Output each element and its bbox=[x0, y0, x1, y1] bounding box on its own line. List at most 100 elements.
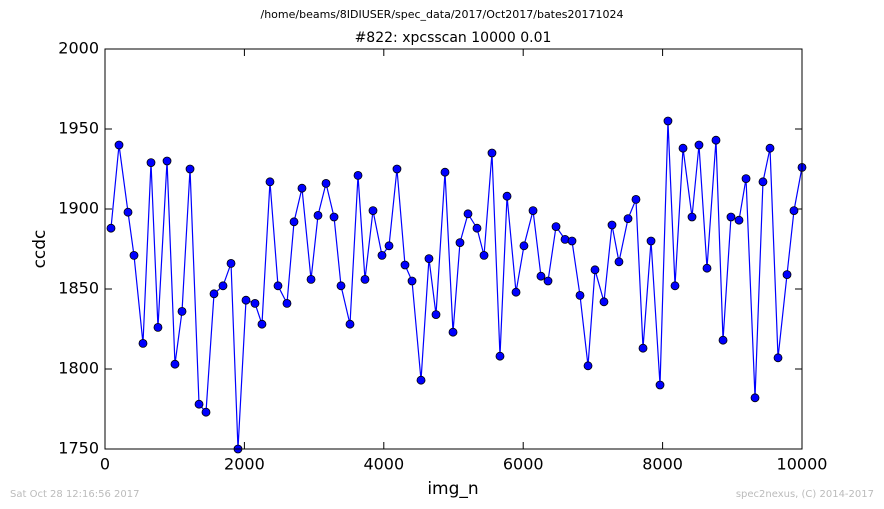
data-point bbox=[194, 399, 204, 409]
data-point bbox=[702, 263, 712, 273]
data-point bbox=[463, 209, 473, 219]
data-point bbox=[631, 194, 641, 204]
data-point bbox=[153, 322, 163, 332]
data-point bbox=[655, 380, 665, 390]
data-point bbox=[528, 206, 538, 216]
y-tick-label: 1750 bbox=[58, 439, 99, 458]
data-point bbox=[773, 353, 783, 363]
plot-frame bbox=[104, 48, 803, 450]
data-line bbox=[110, 120, 803, 450]
data-point bbox=[646, 236, 656, 246]
data-point bbox=[663, 116, 673, 126]
footer-left: Sat Oct 28 12:16:56 2017 bbox=[10, 489, 140, 500]
data-point bbox=[607, 220, 617, 230]
data-point bbox=[718, 335, 728, 345]
data-point bbox=[123, 207, 133, 217]
data-point bbox=[400, 260, 410, 270]
data-point bbox=[368, 206, 378, 216]
footer-right: spec2nexus, (C) 2014-2017 bbox=[736, 489, 874, 500]
data-point bbox=[257, 319, 267, 329]
data-point bbox=[536, 271, 546, 281]
data-point bbox=[599, 297, 609, 307]
data-point bbox=[614, 257, 624, 267]
x-tick-label: 0 bbox=[100, 455, 110, 474]
data-point bbox=[114, 140, 124, 150]
data-point bbox=[782, 270, 792, 280]
data-point bbox=[336, 281, 346, 291]
x-tick-label: 4000 bbox=[363, 455, 404, 474]
data-point bbox=[519, 241, 529, 251]
data-point bbox=[329, 212, 339, 222]
data-point bbox=[265, 177, 275, 187]
data-point bbox=[241, 295, 251, 305]
data-point bbox=[502, 191, 512, 201]
data-point bbox=[711, 135, 721, 145]
data-point bbox=[479, 250, 489, 260]
data-point bbox=[694, 140, 704, 150]
data-point bbox=[226, 258, 236, 268]
data-point bbox=[687, 212, 697, 222]
data-point bbox=[282, 298, 292, 308]
data-point bbox=[297, 183, 307, 193]
data-point bbox=[789, 206, 799, 216]
data-point bbox=[250, 298, 260, 308]
data-point bbox=[590, 265, 600, 275]
y-axis-label: ccdc bbox=[30, 230, 50, 269]
data-point bbox=[321, 178, 331, 188]
data-point bbox=[138, 338, 148, 348]
data-point bbox=[218, 281, 228, 291]
data-point bbox=[487, 148, 497, 158]
data-point bbox=[407, 276, 417, 286]
data-point bbox=[306, 274, 316, 284]
data-point bbox=[360, 274, 370, 284]
data-point bbox=[638, 343, 648, 353]
data-point bbox=[273, 281, 283, 291]
data-point bbox=[567, 236, 577, 246]
data-point bbox=[170, 359, 180, 369]
data-point bbox=[726, 212, 736, 222]
data-point bbox=[758, 177, 768, 187]
data-point bbox=[384, 241, 394, 251]
chart-title: #822: xpcsscan 10000 0.01 bbox=[355, 30, 552, 46]
data-point bbox=[472, 223, 482, 233]
data-point bbox=[129, 250, 139, 260]
data-point bbox=[431, 310, 441, 320]
data-point bbox=[455, 238, 465, 248]
data-point bbox=[209, 289, 219, 299]
data-point bbox=[377, 250, 387, 260]
data-point bbox=[741, 174, 751, 184]
x-tick-label: 6000 bbox=[503, 455, 544, 474]
data-point bbox=[185, 164, 195, 174]
data-point bbox=[583, 361, 593, 371]
data-point bbox=[734, 215, 744, 225]
y-tick-label: 1800 bbox=[58, 359, 99, 378]
data-point bbox=[551, 222, 561, 232]
data-point bbox=[416, 375, 426, 385]
y-tick-label: 1900 bbox=[58, 199, 99, 218]
data-point bbox=[440, 167, 450, 177]
data-point bbox=[162, 156, 172, 166]
x-axis-label: img_n bbox=[427, 479, 478, 499]
data-point bbox=[424, 254, 434, 264]
y-tick-label: 2000 bbox=[58, 39, 99, 58]
y-tick-label: 1850 bbox=[58, 279, 99, 298]
data-point bbox=[313, 210, 323, 220]
data-point bbox=[146, 158, 156, 168]
data-point bbox=[106, 223, 116, 233]
data-point bbox=[448, 327, 458, 337]
data-point bbox=[201, 407, 211, 417]
data-point bbox=[345, 319, 355, 329]
data-point bbox=[289, 217, 299, 227]
data-point bbox=[392, 164, 402, 174]
data-point bbox=[623, 214, 633, 224]
y-tick-label: 1950 bbox=[58, 119, 99, 138]
data-point bbox=[543, 276, 553, 286]
data-point bbox=[670, 281, 680, 291]
x-tick-label: 10000 bbox=[777, 455, 828, 474]
data-point bbox=[678, 143, 688, 153]
data-point bbox=[177, 306, 187, 316]
data-point bbox=[353, 170, 363, 180]
x-tick-label: 8000 bbox=[642, 455, 683, 474]
data-point bbox=[765, 143, 775, 153]
